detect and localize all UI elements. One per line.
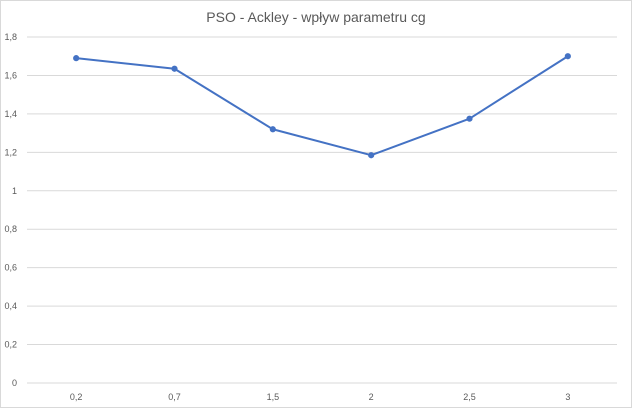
y-tick-label: 0 [12, 378, 17, 388]
y-tick-label: 0,6 [4, 263, 17, 273]
data-point [269, 126, 276, 133]
chart-title: PSO - Ackley - wpływ parametru cg [206, 9, 426, 25]
data-point [466, 115, 473, 122]
x-tick-label: 0,7 [168, 392, 181, 402]
y-tick-label: 1,6 [4, 70, 17, 80]
data-point [73, 55, 80, 62]
y-tick-label: 1 [12, 186, 17, 196]
y-tick-label: 0,8 [4, 224, 17, 234]
y-tick-label: 1,4 [4, 109, 17, 119]
y-tick-label: 0,4 [4, 301, 17, 311]
x-tick-label: 1,5 [267, 392, 280, 402]
data-point [171, 65, 178, 72]
series-line [76, 55, 569, 157]
y-tick-label: 0,2 [4, 340, 17, 350]
data-point [368, 152, 375, 159]
y-tick-label: 1,2 [4, 147, 17, 157]
data-point [564, 53, 571, 60]
x-tick-label: 2,5 [463, 392, 476, 402]
y-tick-label: 1,8 [4, 32, 17, 42]
x-tick-label: 2 [369, 392, 374, 402]
x-tick-label: 3 [565, 392, 570, 402]
x-tick-label: 0,2 [70, 392, 83, 402]
